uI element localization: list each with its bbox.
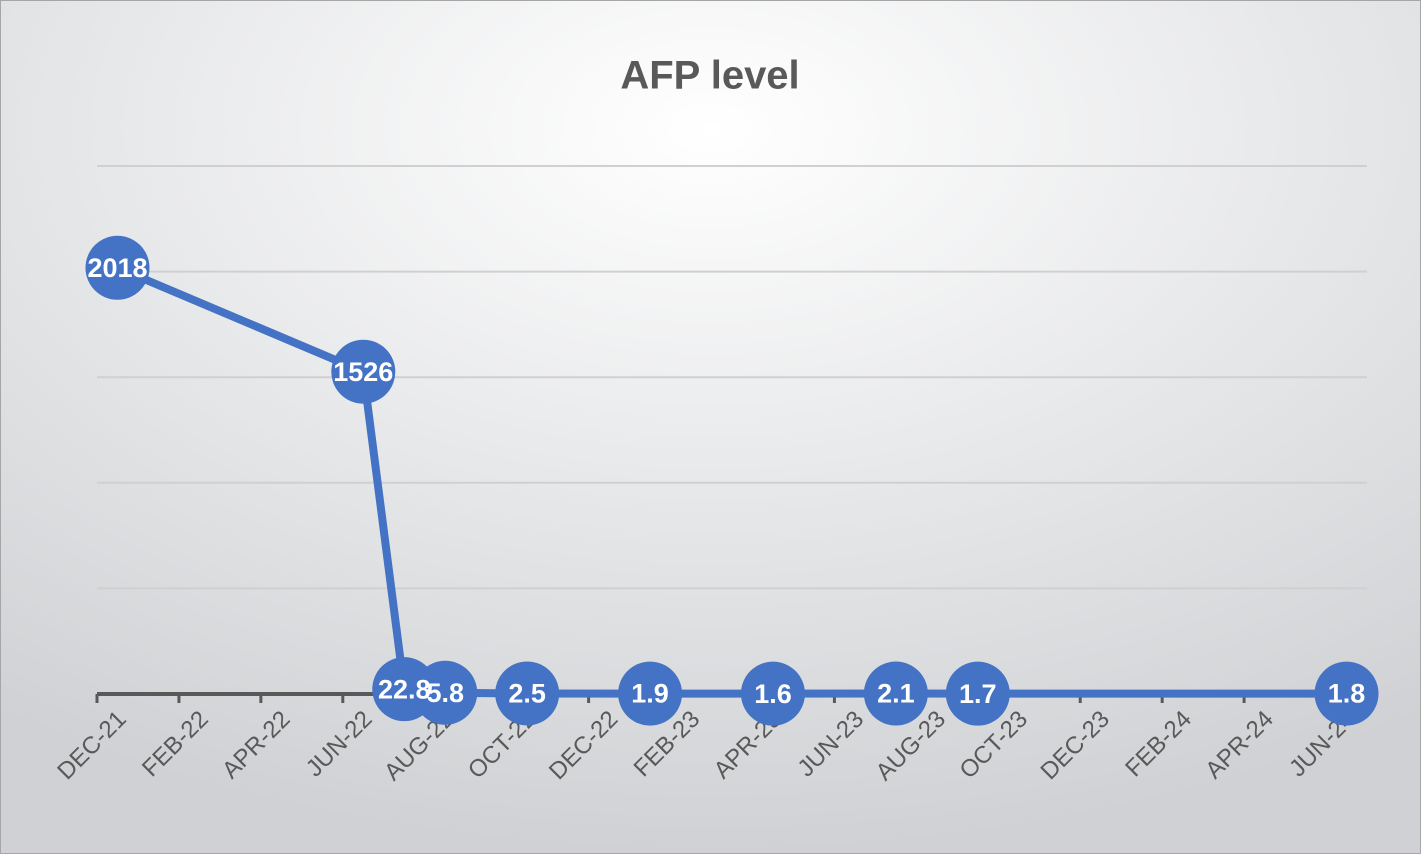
marker <box>495 661 560 726</box>
marker <box>331 339 396 404</box>
marker <box>863 661 928 726</box>
marker <box>618 661 683 726</box>
data-label: 2.5 <box>508 679 546 709</box>
data-label: 1.8 <box>1328 679 1366 709</box>
marker <box>945 661 1010 726</box>
data-label: 2.1 <box>877 679 915 709</box>
marker <box>85 235 150 300</box>
data-label: 2018 <box>87 253 147 283</box>
data-label: 1526 <box>333 357 393 387</box>
data-label: 5.8 <box>426 678 464 708</box>
marker <box>413 660 478 725</box>
data-label: 1.7 <box>959 679 997 709</box>
marker <box>1314 661 1379 726</box>
marker <box>740 661 805 726</box>
data-label: 22.8 <box>378 674 431 704</box>
data-label: 1.6 <box>754 679 792 709</box>
chart-title: AFP level <box>620 54 799 98</box>
data-label: 1.9 <box>631 679 669 709</box>
line <box>115 264 1347 698</box>
